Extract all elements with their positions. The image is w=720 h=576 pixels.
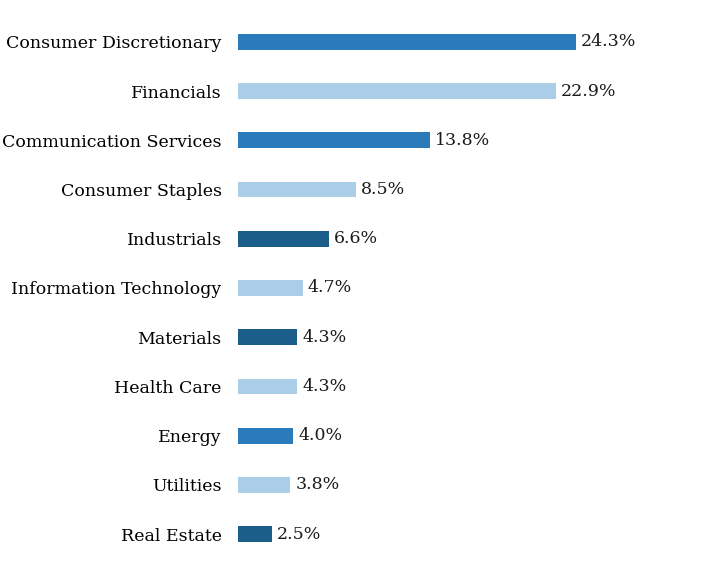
Text: 22.9%: 22.9%	[562, 82, 617, 100]
Bar	[238, 34, 576, 50]
Text: 8.5%: 8.5%	[361, 181, 405, 198]
Text: 4.3%: 4.3%	[302, 378, 346, 395]
Text: 6.6%: 6.6%	[334, 230, 379, 247]
Bar	[238, 280, 303, 296]
Bar	[238, 329, 297, 345]
Text: 4.7%: 4.7%	[308, 279, 352, 297]
Text: 24.3%: 24.3%	[581, 33, 636, 50]
Bar	[238, 181, 356, 198]
Text: 3.8%: 3.8%	[295, 476, 340, 494]
Bar	[238, 477, 290, 492]
Bar	[238, 378, 297, 395]
Bar	[238, 84, 557, 99]
Text: 2.5%: 2.5%	[277, 526, 322, 543]
Bar	[238, 132, 430, 148]
Bar	[238, 231, 330, 247]
Text: 4.3%: 4.3%	[302, 329, 346, 346]
Bar	[238, 526, 272, 542]
Text: 13.8%: 13.8%	[435, 132, 490, 149]
Bar	[238, 428, 293, 444]
Text: 4.0%: 4.0%	[298, 427, 342, 444]
